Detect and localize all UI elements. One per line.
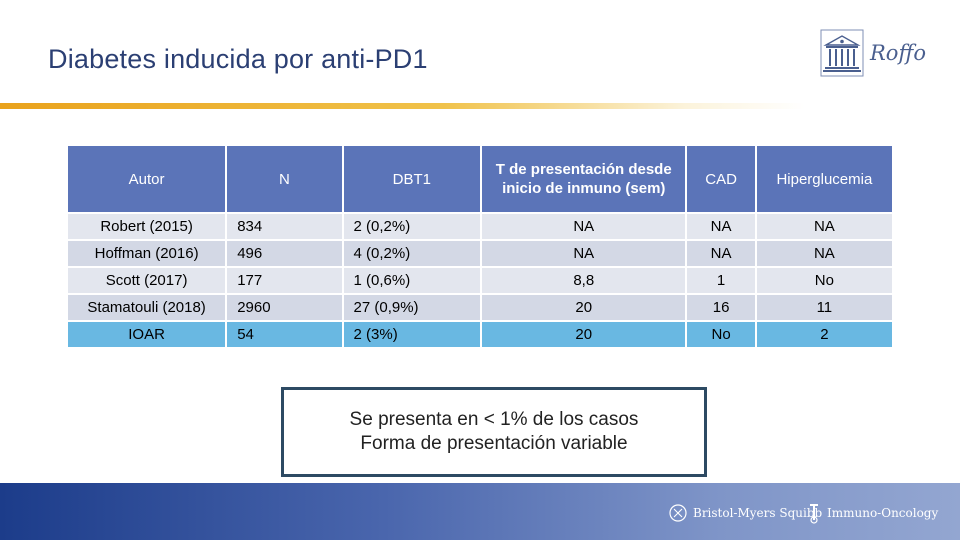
note-line-2: Forma de presentación variable: [360, 433, 628, 454]
header-cad: CAD: [687, 146, 755, 212]
header-n: N: [227, 146, 342, 212]
cell-n: 54: [227, 322, 342, 347]
logo-text: Roffo: [870, 41, 926, 65]
table-row: Hoffman (2016) 496 4 (0,2%) NA NA NA: [68, 241, 892, 266]
cell-dbt1: 2 (0,2%): [343, 214, 481, 239]
cell-dbt1: 1 (0,6%): [343, 268, 481, 293]
title-underline: [0, 103, 805, 109]
immuno-oncology-icon: [810, 504, 818, 524]
cell-cad: 16: [687, 295, 755, 320]
table-row-highlighted: IOAR 54 2 (3%) 20 No 2: [68, 322, 892, 347]
cell-hiperglucemia: 11: [756, 295, 892, 320]
cell-dbt1: 27 (0,9%): [343, 295, 481, 320]
cell-tiempo: NA: [482, 241, 686, 266]
cell-autor: Stamatouli (2018): [68, 295, 226, 320]
slide-title: Diabetes inducida por anti-PD1: [48, 44, 428, 74]
diabetes-table: Autor N DBT1 T de presentación desde ini…: [66, 144, 894, 349]
header-hiperglucemia: Hiperglucemia: [756, 146, 892, 212]
cell-hiperglucemia: No: [756, 268, 892, 293]
cell-cad: 1: [687, 268, 755, 293]
summary-note-box: Se presenta en < 1% de los casos Forma d…: [281, 387, 707, 477]
table-row: Scott (2017) 177 1 (0,6%) 8,8 1 No: [68, 268, 892, 293]
institute-building-icon: [820, 29, 864, 77]
cell-autor: Hoffman (2016): [68, 241, 226, 266]
cell-hiperglucemia: NA: [756, 214, 892, 239]
cell-n: 177: [227, 268, 342, 293]
cell-cad: No: [687, 322, 755, 347]
table-header-row: Autor N DBT1 T de presentación desde ini…: [68, 146, 892, 212]
cell-n: 496: [227, 241, 342, 266]
header-tiempo-presentacion: T de presentación desde inicio de inmuno…: [482, 146, 686, 212]
table-row: Stamatouli (2018) 2960 27 (0,9%) 20 16 1…: [68, 295, 892, 320]
header-dbt1: DBT1: [343, 146, 481, 212]
immuno-oncology-text: Immuno-Oncology: [827, 506, 939, 520]
table-row: Robert (2015) 834 2 (0,2%) NA NA NA: [68, 214, 892, 239]
cell-tiempo: 20: [482, 322, 686, 347]
cell-autor: Scott (2017): [68, 268, 226, 293]
bms-emblem-icon: [669, 504, 687, 522]
bms-brand: Bristol-Myers Squibb: [668, 500, 822, 526]
cell-tiempo: 20: [482, 295, 686, 320]
cell-cad: NA: [687, 214, 755, 239]
cell-tiempo: 8,8: [482, 268, 686, 293]
cell-cad: NA: [687, 241, 755, 266]
cell-dbt1: 2 (3%): [343, 322, 481, 347]
note-line-1: Se presenta en < 1% de los casos: [349, 409, 639, 430]
cell-hiperglucemia: NA: [756, 241, 892, 266]
cell-n: 2960: [227, 295, 342, 320]
immuno-oncology-brand: Immuno-Oncology: [806, 500, 938, 526]
cell-n: 834: [227, 214, 342, 239]
footer-band: [0, 483, 960, 540]
cell-autor: IOAR: [68, 322, 226, 347]
cell-tiempo: NA: [482, 214, 686, 239]
header-autor: Autor: [68, 146, 226, 212]
cell-autor: Robert (2015): [68, 214, 226, 239]
bms-brand-text: Bristol-Myers Squibb: [693, 506, 823, 520]
roffo-logo: Roffo: [820, 28, 935, 78]
cell-hiperglucemia: 2: [756, 322, 892, 347]
cell-dbt1: 4 (0,2%): [343, 241, 481, 266]
